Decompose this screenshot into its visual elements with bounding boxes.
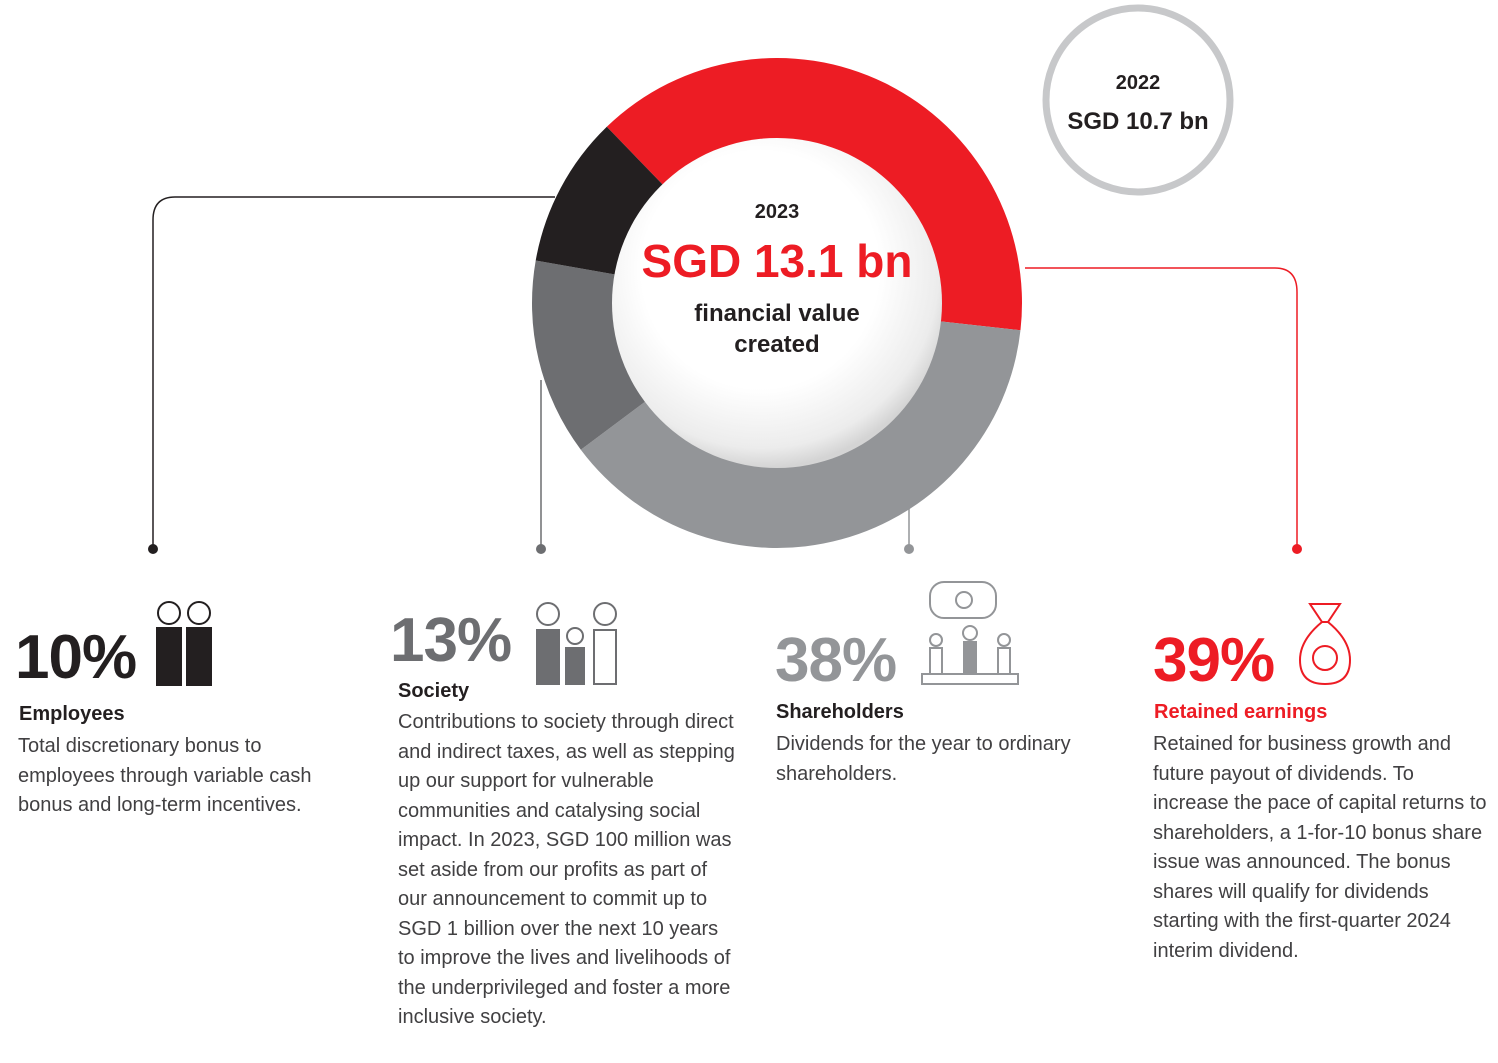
bullet	[904, 544, 914, 554]
comparison-circle	[1042, 4, 1234, 196]
comparison-value: SGD 10.7 bn	[1067, 108, 1209, 135]
value-label: 10%	[15, 623, 137, 692]
center-caption: financial value created	[694, 300, 860, 358]
donut-hole	[612, 138, 942, 468]
description: Total discretionary bonus to employees t…	[18, 735, 312, 816]
connector	[1025, 267, 1298, 548]
description: Contributions to society through direct …	[398, 711, 735, 1028]
donut-slice	[606, 58, 1022, 331]
category-name: Employees	[19, 703, 125, 725]
description: Dividends for the year to ordinary share…	[776, 733, 1071, 785]
comparison-year: 2022	[1115, 72, 1161, 94]
money-bag-icon	[1298, 603, 1352, 686]
donut-slice	[532, 260, 649, 450]
society-icon	[536, 602, 617, 685]
donut-slice	[580, 320, 1021, 548]
value-label: 39%	[1153, 626, 1275, 695]
category-name: Shareholders	[776, 701, 904, 723]
center-year: 2023	[754, 201, 800, 223]
center-value: SGD 13.1 bn	[641, 235, 913, 287]
value-label: 13%	[390, 606, 512, 675]
category-name: Society	[398, 680, 470, 702]
description: Retained for business growth and future …	[1153, 733, 1487, 962]
category-name: Retained earnings	[1154, 701, 1328, 723]
connector	[152, 196, 555, 548]
bullet	[148, 544, 158, 554]
bullet	[536, 544, 546, 554]
connectors	[152, 196, 1298, 548]
bullet	[1292, 544, 1302, 554]
donut	[532, 58, 1022, 548]
donut-slice	[535, 126, 666, 276]
shareholders-icon	[921, 581, 1019, 685]
employees-icon	[156, 601, 212, 686]
value-label: 38%	[775, 626, 897, 695]
